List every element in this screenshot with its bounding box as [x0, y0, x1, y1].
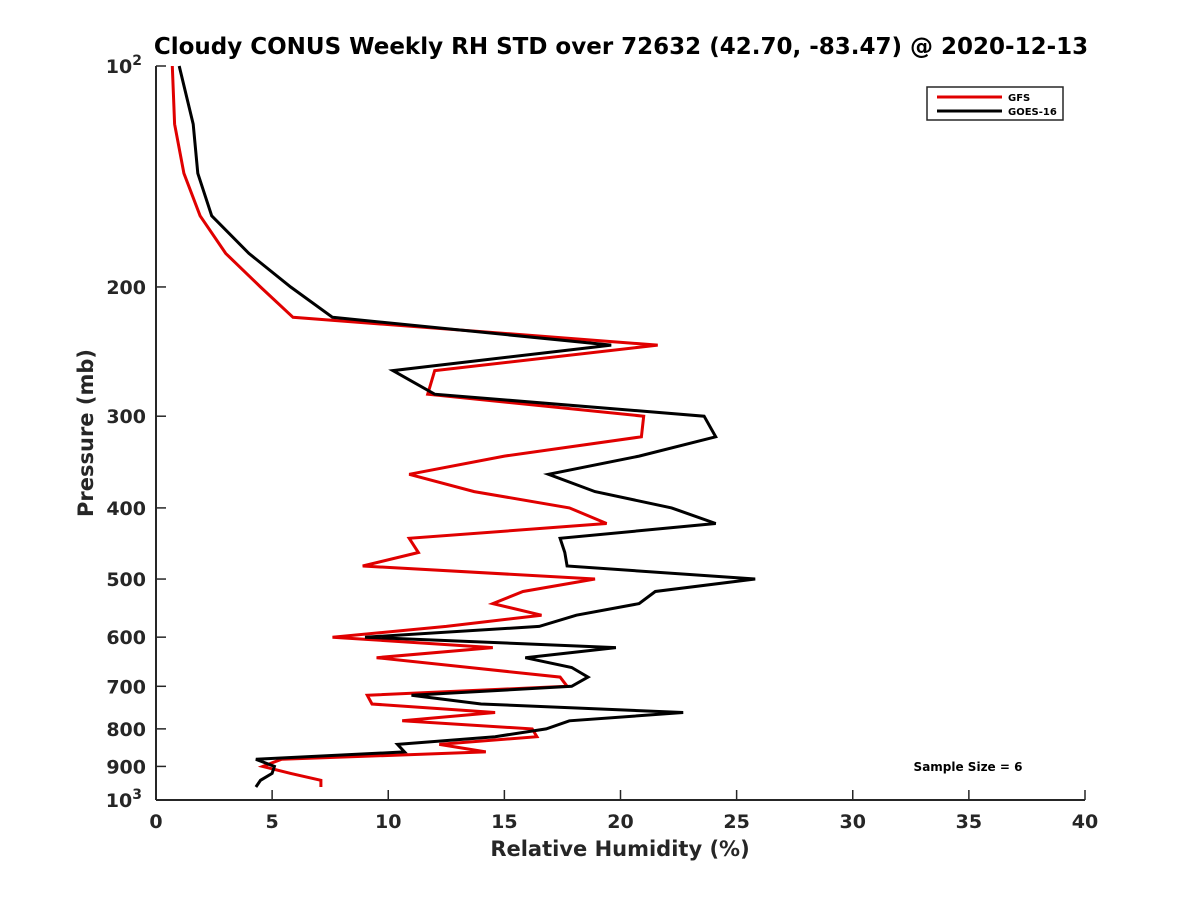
x-tick-label: 25 — [723, 811, 749, 833]
chart-title: Cloudy CONUS Weekly RH STD over 72632 (4… — [154, 34, 1088, 60]
x-tick-label: 15 — [491, 811, 517, 833]
x-tick-label: 0 — [149, 811, 162, 833]
series-line-gfs — [170, 65, 658, 787]
x-tick-label: 10 — [375, 811, 401, 833]
y-tick-label: 400 — [106, 498, 146, 520]
x-tick-label: 40 — [1072, 811, 1098, 833]
y-axis-label: Pressure (mb) — [74, 349, 98, 517]
legend-label-gfs: GFS — [1008, 93, 1030, 104]
legend-box — [926, 86, 1064, 121]
legend: GFS GOES-16 — [926, 86, 1064, 121]
series-lines — [170, 65, 756, 788]
x-tick-label: 35 — [956, 811, 982, 833]
y-tick-label: 102 — [106, 53, 142, 78]
x-axis-label: Relative Humidity (%) — [490, 837, 749, 861]
legend-label-goes-16: GOES-16 — [1008, 107, 1057, 118]
y-tick-label: 800 — [106, 719, 146, 741]
x-tick-label: 20 — [607, 811, 633, 833]
y-tick-label: 500 — [106, 569, 146, 591]
y-tick-label: 300 — [106, 406, 146, 428]
y-tick-label: 103 — [106, 787, 142, 812]
series-line-goes-16 — [177, 65, 756, 788]
y-tick-label: 600 — [106, 627, 146, 649]
y-tick-label: 200 — [106, 277, 146, 299]
x-tick-label: 5 — [266, 811, 279, 833]
y-tick-label: 900 — [106, 756, 146, 778]
y-tick-label: 700 — [106, 676, 146, 698]
sample-size-annotation: Sample Size = 6 — [914, 760, 1023, 774]
x-tick-label: 30 — [840, 811, 866, 833]
axes: 0 5 10 15 20 25 30 35 40 102 200 300 400 500 600 700 800… — [106, 53, 1098, 833]
